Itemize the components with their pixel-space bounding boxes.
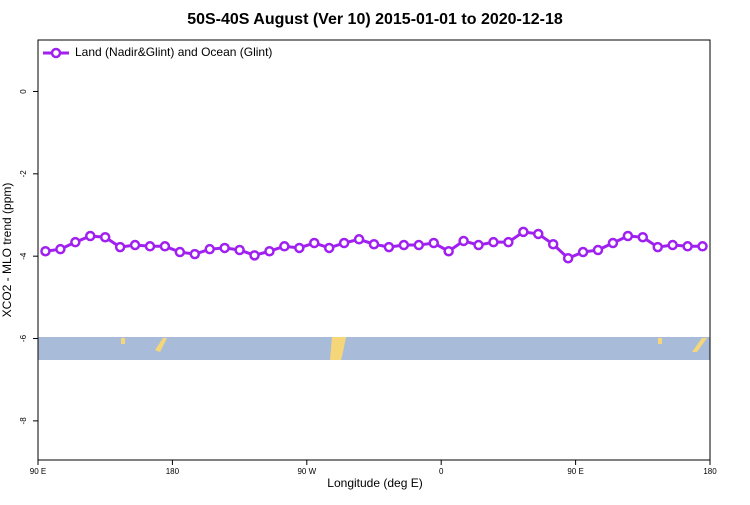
x-tick-label: 90 E xyxy=(567,467,583,476)
y-tick-label: -8 xyxy=(19,417,28,425)
legend-marker xyxy=(50,47,62,59)
data-point xyxy=(592,244,604,256)
map-ocean-band xyxy=(38,337,710,360)
data-point xyxy=(309,237,320,249)
data-point xyxy=(562,252,574,264)
data-point xyxy=(443,245,454,257)
y-tick-label: -2 xyxy=(19,170,28,178)
data-point xyxy=(667,239,678,251)
data-point xyxy=(682,241,693,252)
data-point xyxy=(99,231,111,243)
map-land xyxy=(121,337,707,360)
data-point xyxy=(577,246,589,258)
data-point xyxy=(294,242,305,254)
x-tick-label: 180 xyxy=(166,467,180,476)
y-tick-label: -6 xyxy=(19,334,28,342)
x-tick-label: 0 xyxy=(439,467,444,476)
data-point xyxy=(85,230,96,242)
x-tick-label: 90 W xyxy=(297,467,316,476)
data-point xyxy=(637,231,649,243)
data-point xyxy=(607,237,619,249)
data-point xyxy=(458,235,469,247)
data-point xyxy=(189,248,201,260)
data-point xyxy=(518,226,529,238)
data-point xyxy=(234,244,245,256)
data-point xyxy=(144,241,156,252)
data-point xyxy=(697,241,708,252)
data-point xyxy=(70,236,81,248)
data-point xyxy=(40,245,51,257)
data-point xyxy=(174,246,186,258)
data-point xyxy=(114,241,126,253)
data-point xyxy=(279,241,290,252)
y-axis-label: XCO2 - MLO trend (ppm) xyxy=(0,183,14,318)
data-point xyxy=(55,243,66,255)
data-point xyxy=(533,228,544,240)
x-axis-label: Longitude (deg E) xyxy=(327,476,422,490)
data-point xyxy=(473,239,484,251)
data-point xyxy=(488,236,499,248)
y-tick-label: 0 xyxy=(19,89,28,94)
data-point xyxy=(383,241,395,253)
data-point xyxy=(652,241,663,253)
data-point xyxy=(547,238,559,250)
data-point xyxy=(219,242,230,254)
legend-label: Land (Nadir&Glint) and Ocean (Glint) xyxy=(75,45,272,59)
data-point xyxy=(413,239,425,251)
data-point xyxy=(159,241,171,252)
y-tick-label: -4 xyxy=(19,252,28,260)
data-point xyxy=(249,250,260,261)
x-tick-label: 90 E xyxy=(30,467,46,476)
data-point xyxy=(353,234,365,245)
data-point xyxy=(428,237,439,249)
data-point xyxy=(204,243,215,255)
data-point xyxy=(338,237,350,249)
data-point xyxy=(368,238,380,250)
data-point xyxy=(323,242,335,254)
plot-frame xyxy=(37,39,711,461)
data-point xyxy=(129,239,141,251)
data-point xyxy=(398,239,410,251)
data-point xyxy=(264,245,275,257)
data-point xyxy=(622,230,634,242)
x-tick-label: 180 xyxy=(703,467,717,476)
data-point xyxy=(503,236,514,248)
chart-title: 50S-40S August (Ver 10) 2015-01-01 to 20… xyxy=(187,11,563,28)
